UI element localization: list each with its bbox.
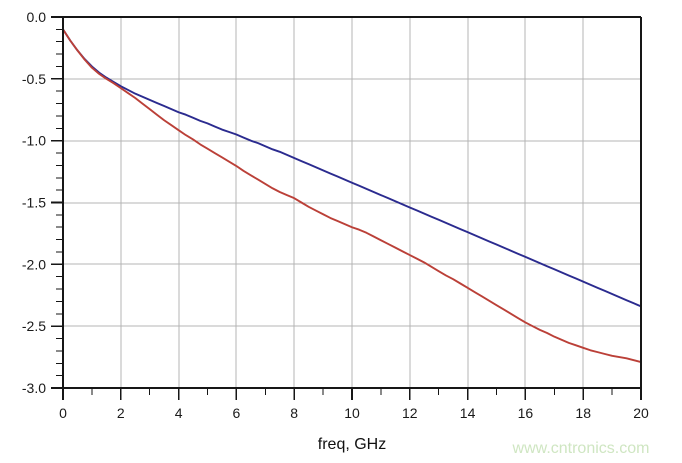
series-lines [62,28,642,363]
y-tick-label: -0.5 [22,71,46,87]
x-tick-label: 8 [290,405,298,421]
series-line-measured [62,28,642,363]
y-tick-label: -2.5 [22,318,46,334]
x-tick-label: 10 [344,405,360,421]
y-axis-tick-labels: 0.0 -0.5 -1.0 -1.5 -2.0 -2.5 -3.0 [22,9,46,396]
x-tick-label: 0 [59,405,67,421]
axis-ticks [51,16,642,400]
y-tick-label: -1.5 [22,195,46,211]
series-line-simulated [62,28,642,308]
x-axis-title: freq, GHz [318,436,386,453]
x-tick-label: 4 [175,405,183,421]
x-tick-label: 18 [575,405,591,421]
x-tick-label: 16 [518,405,534,421]
x-tick-label: 14 [460,405,476,421]
x-axis-tick-labels: 0 2 4 6 8 10 12 14 16 18 20 [59,405,649,421]
x-tick-label: 20 [633,405,649,421]
x-tick-label: 2 [117,405,125,421]
x-tick-label: 12 [402,405,418,421]
y-tick-label: -2.0 [22,256,46,272]
y-tick-label: 0.0 [27,9,47,25]
y-tick-label: -1.0 [22,133,46,149]
y-tick-label: -3.0 [22,380,46,396]
watermark-label: www.cntronics.com [512,440,650,457]
gridlines [63,17,641,388]
x-tick-label: 6 [233,405,241,421]
